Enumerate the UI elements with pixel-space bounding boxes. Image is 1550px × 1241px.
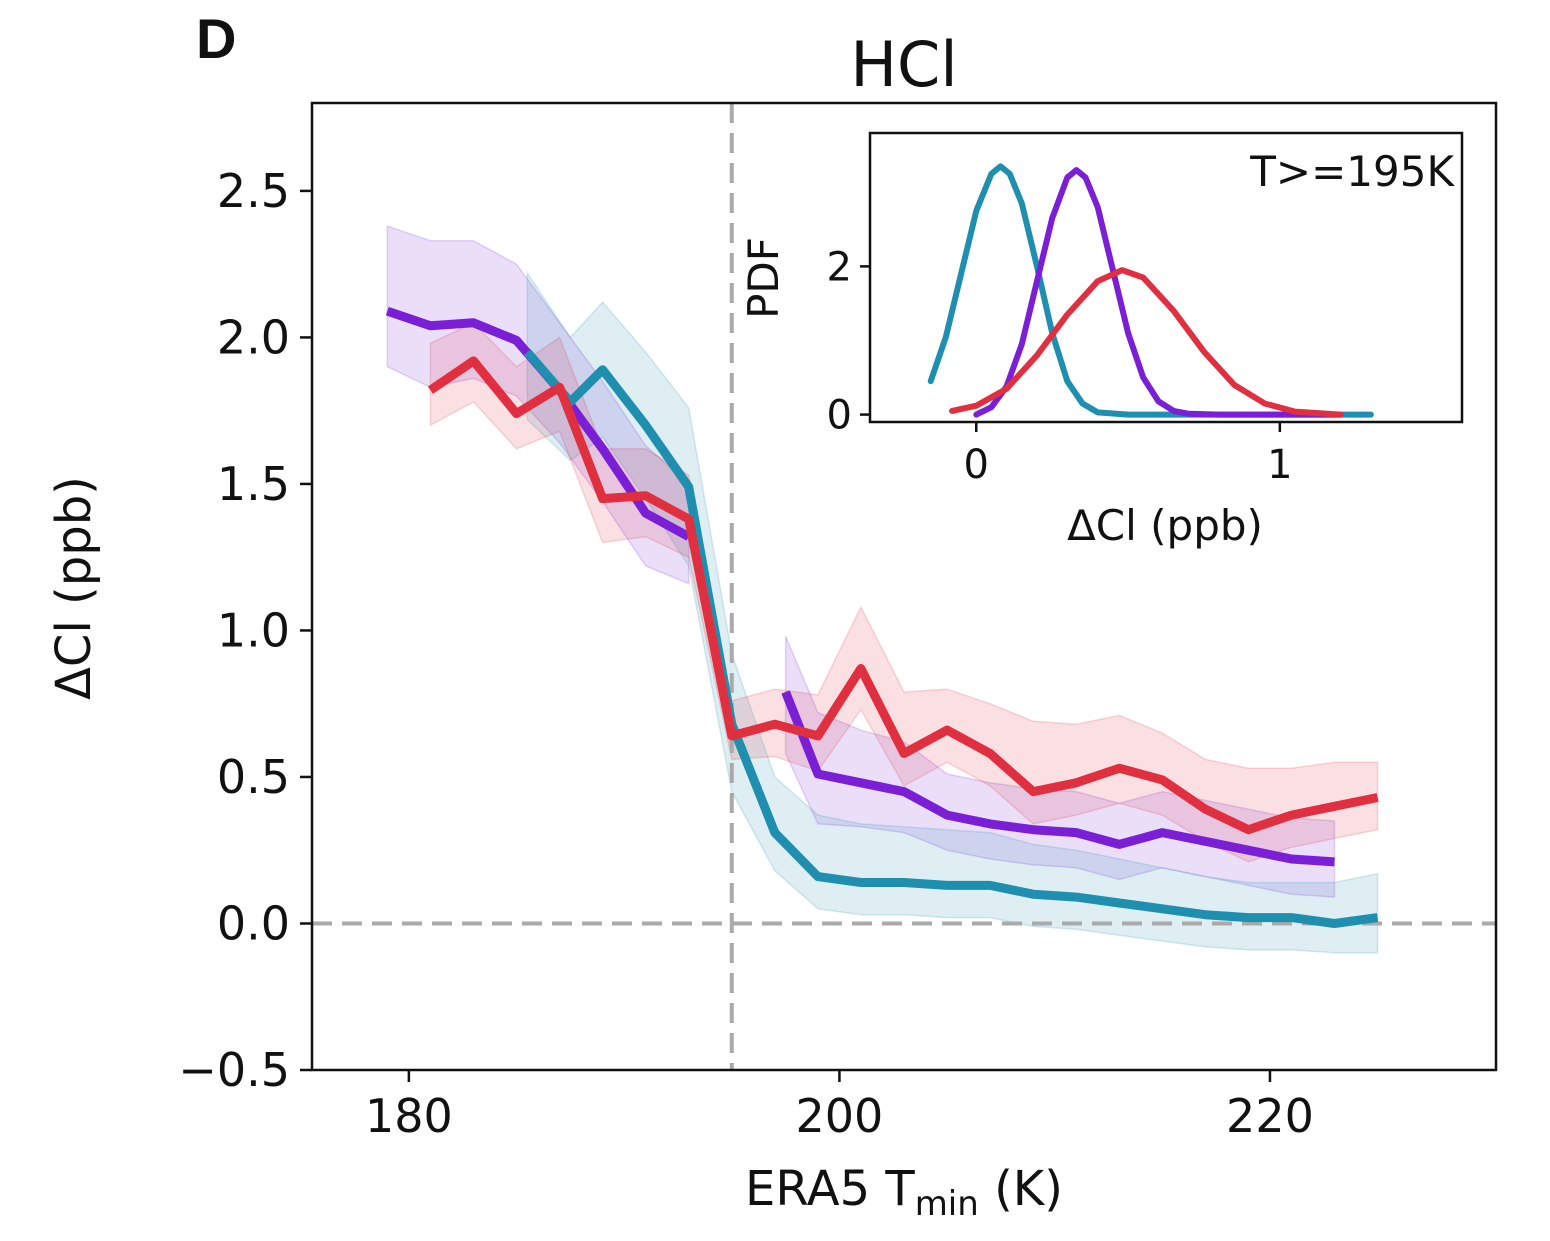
chart-title: HCl [850,28,957,101]
inset-y-label: PDF [739,237,788,319]
x-tick-label: 180 [365,1089,453,1143]
x-axis-label-unit: (K) [979,1161,1063,1217]
inset-y-tick-label: 2 [827,244,852,290]
y-tick-label: 2.5 [217,164,290,218]
x-tick-label: 200 [796,1089,884,1143]
inset-series-lines [927,163,1374,418]
inset-x-label: ΔCl (ppb) [1067,501,1263,550]
y-axis-label: ΔCl (ppb) [46,476,102,700]
main-plot-frame [310,101,1498,1072]
inset-x-tick-label: 0 [964,442,989,488]
y-tick-label: 0.5 [217,750,290,804]
y-tick-label: −0.5 [178,1043,290,1097]
inset-annotation: T>=195K [1249,147,1455,196]
inset-red-pdf-curve [949,267,1344,418]
main-reference-lines [312,103,1496,1070]
red-line-0 [427,356,1379,835]
inset-y-ticks: 02 [827,244,870,439]
red-band-0 [429,321,1379,863]
x-axis-label: ERA5 Tmin (K) [745,1161,1063,1224]
inset-background [870,133,1462,422]
y-tick-label: 0.0 [217,896,290,950]
y-tick-label: 1.0 [217,603,290,657]
inset-x-tick-label: 1 [1267,442,1292,488]
inset-frame [868,131,1464,424]
y-tick-label: 2.0 [217,310,290,364]
x-axis-label-main: ERA5 T [745,1161,915,1217]
x-tick-label: 220 [1226,1089,1314,1143]
purple-line-1 [781,690,1335,867]
cyan-band-0 [526,270,1379,954]
main-y-ticks: −0.5 0.0 0.5 1.0 1.5 2.0 2.5 [178,164,312,1097]
cyan-line-0 [523,349,1379,928]
x-axis-label-subscript: min [915,1184,979,1224]
inset-cyan-pdf-curve [927,163,1374,418]
purple-band-1 [784,636,1336,898]
main-x-ticks: 180 200 220 [365,1070,1314,1143]
panel-label: D [196,7,236,70]
inset-y-tick-label: 0 [827,393,852,439]
y-tick-label: 1.5 [217,457,290,511]
inset-purple-pdf-curve [973,167,1344,418]
main-series-lines [385,306,1379,928]
